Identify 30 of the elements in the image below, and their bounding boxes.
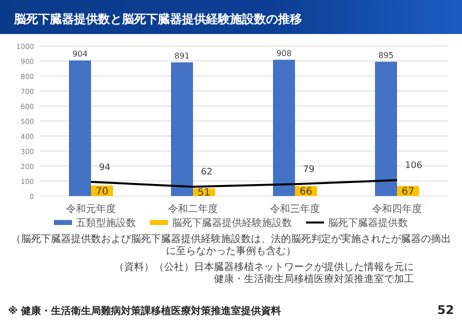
legend-label: 脳死下臓器提供経験施設数 — [172, 217, 292, 229]
text: 健康・生活衛生局移植医療対策推進室で加工 — [214, 273, 414, 285]
legend-label: 脳死下臓器提供数 — [328, 217, 408, 229]
x-tick-label: 令和元年度 — [66, 203, 116, 215]
line-series — [90, 179, 398, 188]
bar — [171, 62, 193, 196]
x-tick-label: 令和四年度 — [372, 203, 422, 215]
text: ※ 健康・生活衛生局難病対策課移植医療対策推進室提供資料 — [8, 305, 282, 317]
data-label: 904 — [72, 49, 88, 58]
text: （脳死下臓器提供数および脳死下臓器提供経験施設数は、法的脳死判定が実施されたが臓器の摘出に至らなかった事例も含む） — [11, 233, 451, 257]
chart-title: 脳死下臓器提供数と脳死下臓器提供経験施設数の推移 — [13, 12, 302, 26]
data-label: 106 — [405, 161, 422, 172]
data-label: 895 — [378, 50, 394, 60]
data-label: 62 — [201, 168, 212, 178]
data-label: 70 — [96, 186, 108, 198]
data-label: 66 — [300, 186, 312, 198]
text: 52 — [437, 303, 454, 317]
data-label: 891 — [174, 51, 190, 60]
x-tick-label: 令和三年度 — [270, 203, 320, 215]
bar — [69, 60, 91, 196]
data-label: 908 — [276, 48, 292, 58]
data-label: 94 — [99, 162, 111, 173]
legend-label: 五類型施設数 — [76, 217, 136, 229]
bar — [375, 62, 397, 196]
data-label: 51 — [198, 188, 210, 199]
data-label: 67 — [402, 186, 414, 198]
bar — [273, 60, 295, 196]
x-tick-label: 令和二年度 — [168, 203, 218, 215]
data-label: 79 — [303, 165, 315, 176]
text: （資料）（公社）日本臓器移植ネットワークが提供した情報を元に — [114, 261, 414, 273]
